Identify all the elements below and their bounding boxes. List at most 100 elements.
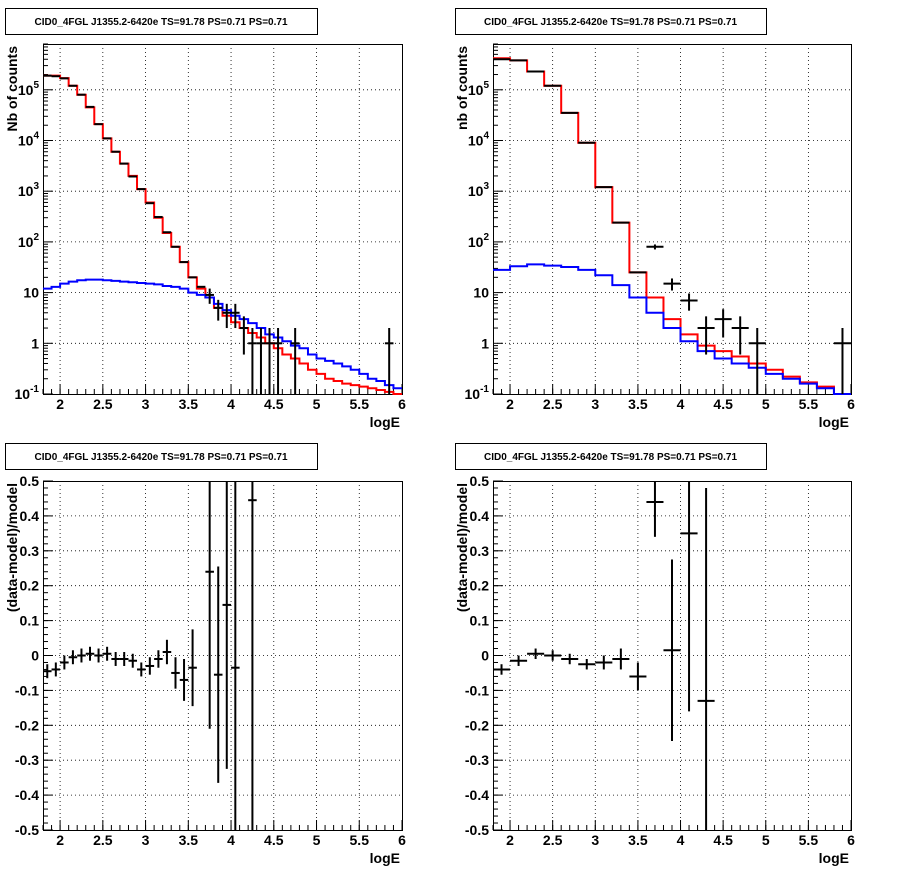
y-tick-label: 102 xyxy=(18,232,40,250)
histogram-series-2 xyxy=(43,278,402,390)
y-tick-label: 0.1 xyxy=(470,613,490,629)
title-box xyxy=(5,443,318,470)
residual-point xyxy=(111,652,120,666)
x-tick-label: 2 xyxy=(56,396,64,412)
x-tick-label: 5.5 xyxy=(350,396,370,412)
data-point xyxy=(646,244,664,250)
data-point xyxy=(222,303,232,329)
x-tick-label: 3 xyxy=(591,396,599,412)
plot-panel-4: CID0_4FGL J1355.2-6420e TS=91.78 PS=0.71… xyxy=(454,443,855,866)
y-tick-label: 0 xyxy=(31,648,39,664)
y-tick-label: 10 xyxy=(23,285,39,301)
residual-point xyxy=(145,657,155,675)
x-tick-label: 6 xyxy=(847,396,855,412)
residual-point xyxy=(231,481,240,830)
data-point xyxy=(239,316,249,355)
residual-point xyxy=(595,655,613,670)
residual-point xyxy=(43,664,52,679)
y-axis-label: nb of counts xyxy=(454,46,470,130)
y-tick-label: -0.1 xyxy=(15,682,39,698)
residual-point xyxy=(128,653,138,668)
x-tick-label: 3 xyxy=(591,832,599,848)
data-point xyxy=(248,328,257,394)
x-tick-label: 3 xyxy=(142,396,150,412)
residual-point xyxy=(213,566,223,783)
x-tick-label: 4.5 xyxy=(264,396,284,412)
x-tick-label: 4 xyxy=(227,832,235,848)
residual-point xyxy=(222,481,232,769)
residual-point xyxy=(493,664,511,675)
residual-point xyxy=(179,658,189,701)
y-tick-label: 104 xyxy=(18,130,40,148)
x-tick-label: 4 xyxy=(677,396,685,412)
x-tick-label: 5 xyxy=(762,832,770,848)
residual-point xyxy=(646,481,664,537)
x-tick-label: 4.5 xyxy=(713,832,733,848)
y-tick-label: 0.4 xyxy=(470,508,490,524)
residual-point xyxy=(510,655,528,666)
y-tick-label: -0.2 xyxy=(15,717,39,733)
x-tick-label: 4 xyxy=(227,396,235,412)
residual-point xyxy=(612,648,630,670)
x-tick-label: 6 xyxy=(398,396,406,412)
x-tick-label: 6 xyxy=(398,832,406,848)
x-tick-label: 4.5 xyxy=(264,832,284,848)
plot-panel-3: CID0_4FGL J1355.2-6420e TS=91.78 PS=0.71… xyxy=(4,443,406,866)
y-tick-label: -0.3 xyxy=(15,752,39,768)
data-point xyxy=(213,299,223,321)
y-tick-label: -0.4 xyxy=(465,787,489,803)
y-tick-label: -0.2 xyxy=(465,717,489,733)
y-tick-label: 0.2 xyxy=(470,578,490,594)
y-tick-label: -0.5 xyxy=(15,822,39,838)
data-point xyxy=(290,328,300,394)
residual-point xyxy=(527,648,545,659)
title-box xyxy=(455,8,767,35)
x-tick-label: 4 xyxy=(677,832,685,848)
y-tick-label: 10-1 xyxy=(465,384,490,402)
title-box xyxy=(455,443,767,470)
residual-point xyxy=(60,655,69,670)
x-tick-label: 5.5 xyxy=(799,396,819,412)
data-point xyxy=(231,303,240,329)
x-tick-label: 2.5 xyxy=(93,396,113,412)
y-tick-label: 103 xyxy=(468,181,490,199)
residual-point xyxy=(544,650,562,661)
plot-title: CID0_4FGL J1355.2-6420e TS=91.78 PS=0.71… xyxy=(34,452,287,463)
data-point xyxy=(714,309,732,338)
plot-title: CID0_4FGL J1355.2-6420e TS=91.78 PS=0.71… xyxy=(484,452,737,463)
y-tick-label: 10-1 xyxy=(15,384,40,402)
y-tick-label: 10 xyxy=(473,285,489,301)
y-tick-label: 0.1 xyxy=(20,613,40,629)
x-tick-label: 2.5 xyxy=(543,396,563,412)
residual-point xyxy=(154,650,163,668)
plot-frame xyxy=(493,44,852,395)
y-tick-label: 1 xyxy=(31,335,39,351)
x-tick-label: 2 xyxy=(506,832,514,848)
x-tick-label: 3.5 xyxy=(179,396,199,412)
x-axis-label: logE xyxy=(370,850,400,866)
residual-point xyxy=(561,653,579,665)
y-tick-label: 103 xyxy=(18,181,40,199)
y-axis-label: (data-model)/model xyxy=(454,483,470,612)
y-tick-label: 104 xyxy=(468,130,490,148)
y-tick-label: -0.4 xyxy=(15,787,39,803)
residual-point xyxy=(77,648,86,663)
data-point xyxy=(731,316,749,355)
data-point xyxy=(273,328,283,394)
residual-point xyxy=(680,481,698,712)
residual-point xyxy=(119,652,129,666)
residual-point xyxy=(137,662,146,677)
y-tick-label: 0.3 xyxy=(470,543,490,559)
data-point xyxy=(265,328,274,394)
x-tick-label: 5 xyxy=(313,396,321,412)
residual-point xyxy=(94,648,103,663)
y-tick-label: -0.5 xyxy=(465,822,489,838)
residual-point xyxy=(85,646,95,661)
residual-point xyxy=(578,658,596,670)
y-tick-label: -0.1 xyxy=(465,682,489,698)
data-point xyxy=(205,288,214,304)
x-tick-label: 3.5 xyxy=(628,832,648,848)
data-point xyxy=(384,328,394,394)
